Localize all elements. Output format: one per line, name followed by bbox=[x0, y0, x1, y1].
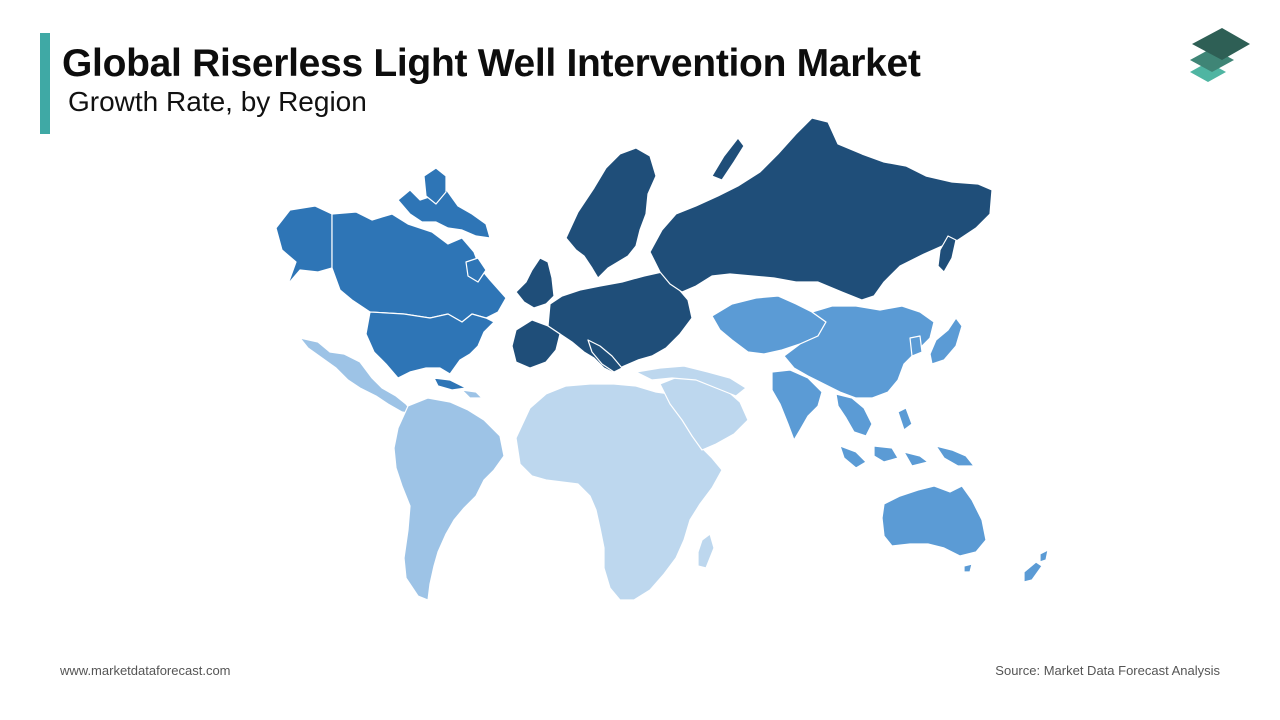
caribbean-shape bbox=[461, 389, 483, 399]
philippines-shape bbox=[897, 407, 913, 431]
usa-shape bbox=[365, 311, 495, 379]
india-shape bbox=[771, 369, 823, 441]
region-europe bbox=[511, 117, 993, 373]
indonesia-shape bbox=[839, 445, 929, 469]
australia-shape bbox=[881, 485, 987, 557]
logo-layer-top bbox=[1192, 28, 1250, 60]
novaya-zemlya-shape bbox=[711, 137, 745, 181]
continental-europe-shape bbox=[547, 271, 693, 373]
footer-website: www.marketdataforecast.com bbox=[60, 663, 231, 678]
region-asia-pacific bbox=[711, 295, 1049, 583]
greenland-shape bbox=[423, 167, 447, 205]
africa-shape bbox=[515, 383, 723, 601]
middle-east-north-shape bbox=[635, 365, 747, 397]
south-america-shape bbox=[393, 397, 505, 601]
page-subtitle: Growth Rate, by Region bbox=[68, 86, 367, 117]
scandinavia-shape bbox=[565, 147, 657, 279]
uk-ireland-shape bbox=[515, 257, 555, 309]
korea-shape bbox=[909, 335, 923, 357]
china-mongolia-shape bbox=[783, 305, 935, 399]
page-title: Global Riserless Light Well Intervention… bbox=[62, 42, 921, 85]
canada-shape bbox=[331, 211, 507, 323]
madagascar-shape bbox=[697, 533, 715, 569]
cuba-shape bbox=[433, 377, 467, 391]
iberia-shape bbox=[511, 319, 561, 369]
region-latin-america bbox=[299, 337, 505, 601]
footer-source: Source: Market Data Forecast Analysis bbox=[995, 663, 1220, 678]
tasmania-shape bbox=[963, 563, 973, 573]
new-guinea-shape bbox=[935, 445, 975, 467]
region-middle-east-africa bbox=[515, 365, 749, 601]
italy-shape bbox=[587, 339, 623, 373]
title-accent-bar bbox=[40, 33, 50, 134]
alaska-shape bbox=[275, 205, 333, 285]
new-zealand-shape bbox=[1023, 549, 1049, 583]
southeast-asia-shape bbox=[835, 393, 873, 437]
brand-logo-icon bbox=[1190, 28, 1250, 82]
kamchatka-shape bbox=[937, 235, 957, 273]
russia-shape bbox=[649, 117, 993, 301]
newfoundland-shape bbox=[465, 257, 487, 283]
japan-shape bbox=[929, 317, 963, 365]
region-north-america bbox=[275, 167, 507, 391]
